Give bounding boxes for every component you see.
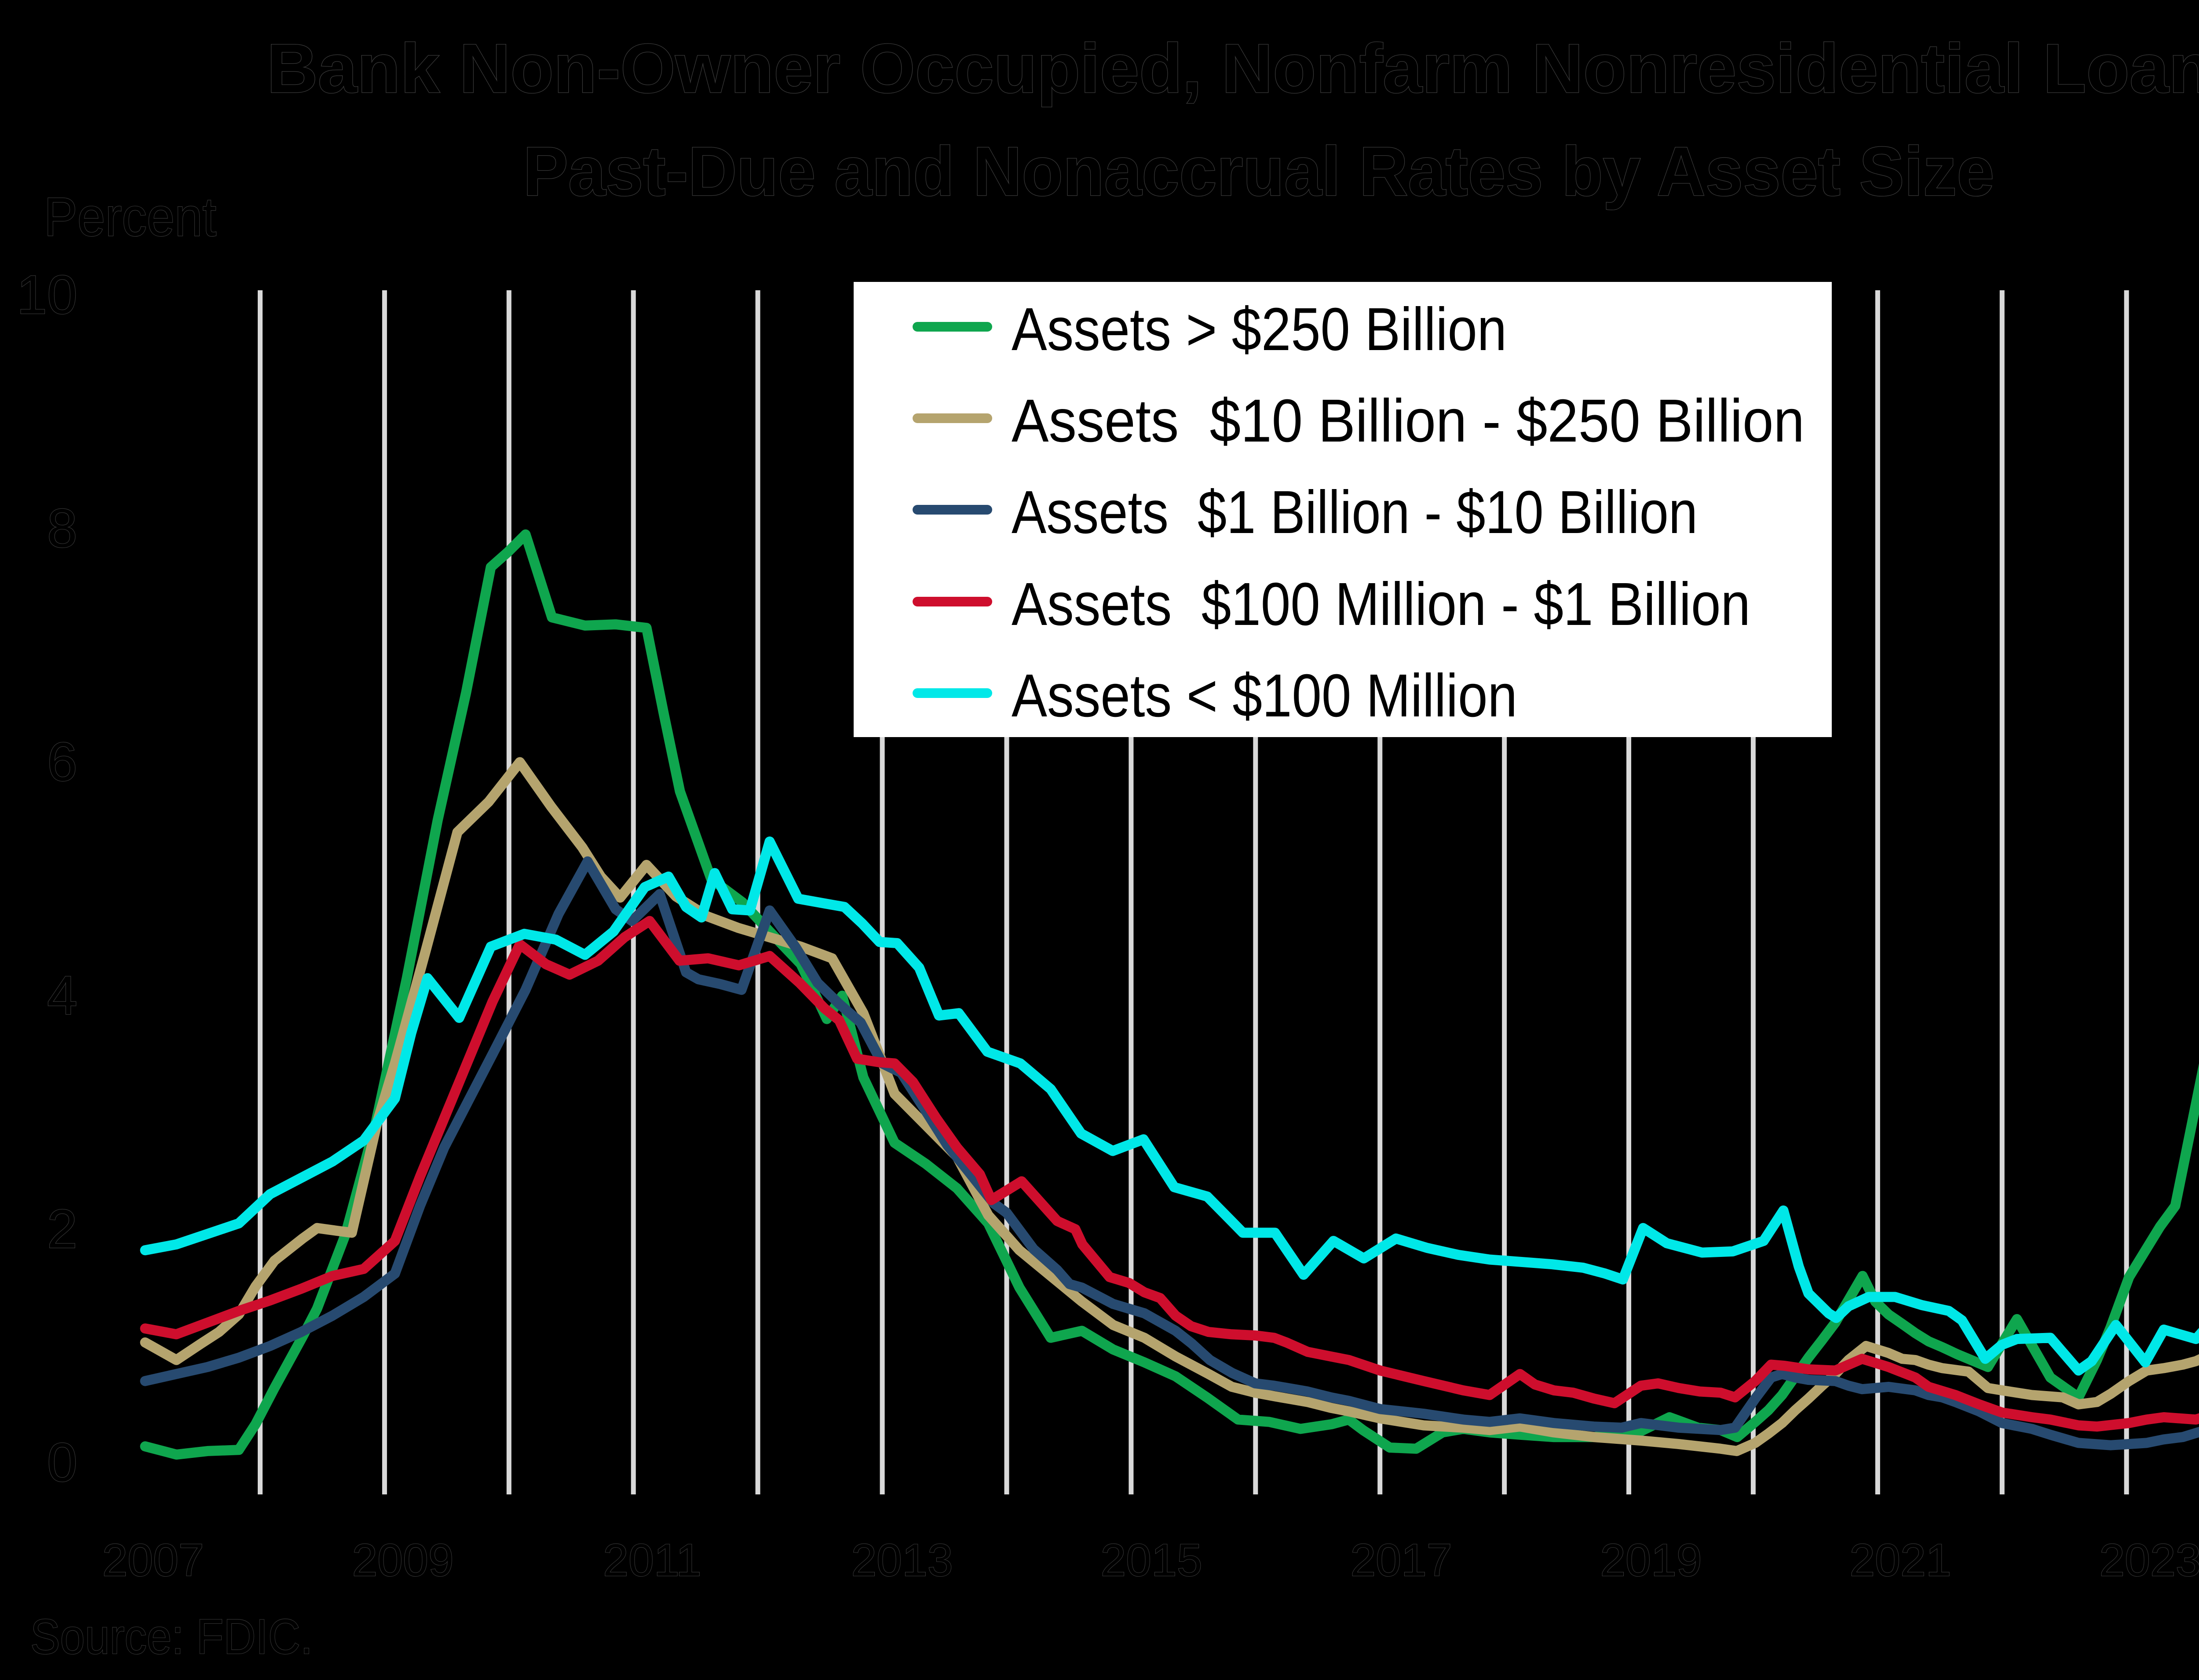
svg-text:2015: 2015 — [1100, 1535, 1202, 1586]
svg-text:Assets $10 Billion - $250 Bil: Assets $10 Billion - $250 Billion — [1012, 387, 1804, 455]
svg-text:2: 2 — [47, 1199, 77, 1260]
svg-text:Past-Due and Nonaccrual Rates: Past-Due and Nonaccrual Rates by Asset S… — [523, 133, 1994, 210]
svg-text:6: 6 — [47, 732, 77, 793]
svg-text:2017: 2017 — [1350, 1535, 1452, 1586]
svg-text:4: 4 — [47, 965, 77, 1026]
svg-text:Source: FDIC.: Source: FDIC. — [30, 1609, 313, 1664]
svg-text:8: 8 — [47, 498, 77, 559]
svg-text:Assets $1 Billion - $10 Billi: Assets $1 Billion - $10 Billion — [1012, 478, 1698, 546]
svg-text:2007: 2007 — [102, 1535, 204, 1586]
svg-text:2021: 2021 — [1849, 1535, 1951, 1586]
svg-text:Assets > $250 Billion: Assets > $250 Billion — [1012, 296, 1507, 363]
svg-text:Assets < $100 Million: Assets < $100 Million — [1012, 662, 1517, 730]
svg-text:Bank Non-Owner Occupied, Nonfa: Bank Non-Owner Occupied, Nonfarm Nonresi… — [267, 30, 2199, 107]
svg-text:2009: 2009 — [352, 1535, 453, 1586]
svg-text:Percent: Percent — [44, 187, 216, 248]
svg-text:Assets $100 Million - $1 Bill: Assets $100 Million - $1 Billion — [1012, 570, 1750, 638]
svg-text:10: 10 — [17, 265, 77, 325]
svg-text:0: 0 — [47, 1432, 77, 1493]
svg-text:2011: 2011 — [603, 1535, 701, 1586]
svg-text:2013: 2013 — [851, 1535, 953, 1586]
svg-text:2019: 2019 — [1600, 1535, 1702, 1586]
svg-text:2023: 2023 — [2099, 1535, 2199, 1586]
